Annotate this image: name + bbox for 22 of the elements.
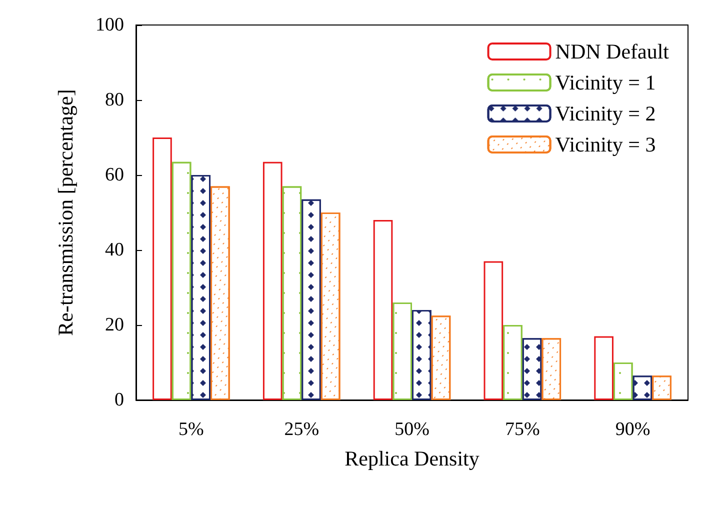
y-tick-label: 40: [105, 240, 124, 260]
y-tick-label: 0: [114, 390, 124, 410]
bar: [262, 162, 282, 400]
x-tick-label: 90%: [615, 419, 650, 440]
x-tick-label: 75%: [504, 419, 540, 440]
x-axis-title: Replica Density: [344, 446, 480, 470]
x-tick-label: 5%: [178, 419, 204, 440]
y-tick-label: 80: [105, 90, 124, 110]
legend-label: Vicinity = 3: [555, 132, 656, 156]
bar: [152, 138, 172, 400]
y-axis-title: Re-transmission [percentage]: [54, 89, 78, 336]
y-tick-label: 60: [105, 164, 124, 186]
bar: [373, 220, 393, 400]
y-tick-label: 20: [105, 314, 124, 336]
x-tick-label: 25%: [284, 419, 320, 440]
bar: [484, 261, 504, 400]
y-tick-label: 100: [96, 14, 124, 36]
x-tick-label: 50%: [394, 419, 430, 440]
legend-label: NDN Default: [555, 40, 670, 64]
legend-label: Vicinity = 1: [555, 70, 656, 94]
legend-label: Vicinity = 2: [555, 102, 656, 126]
bar: [594, 336, 614, 400]
